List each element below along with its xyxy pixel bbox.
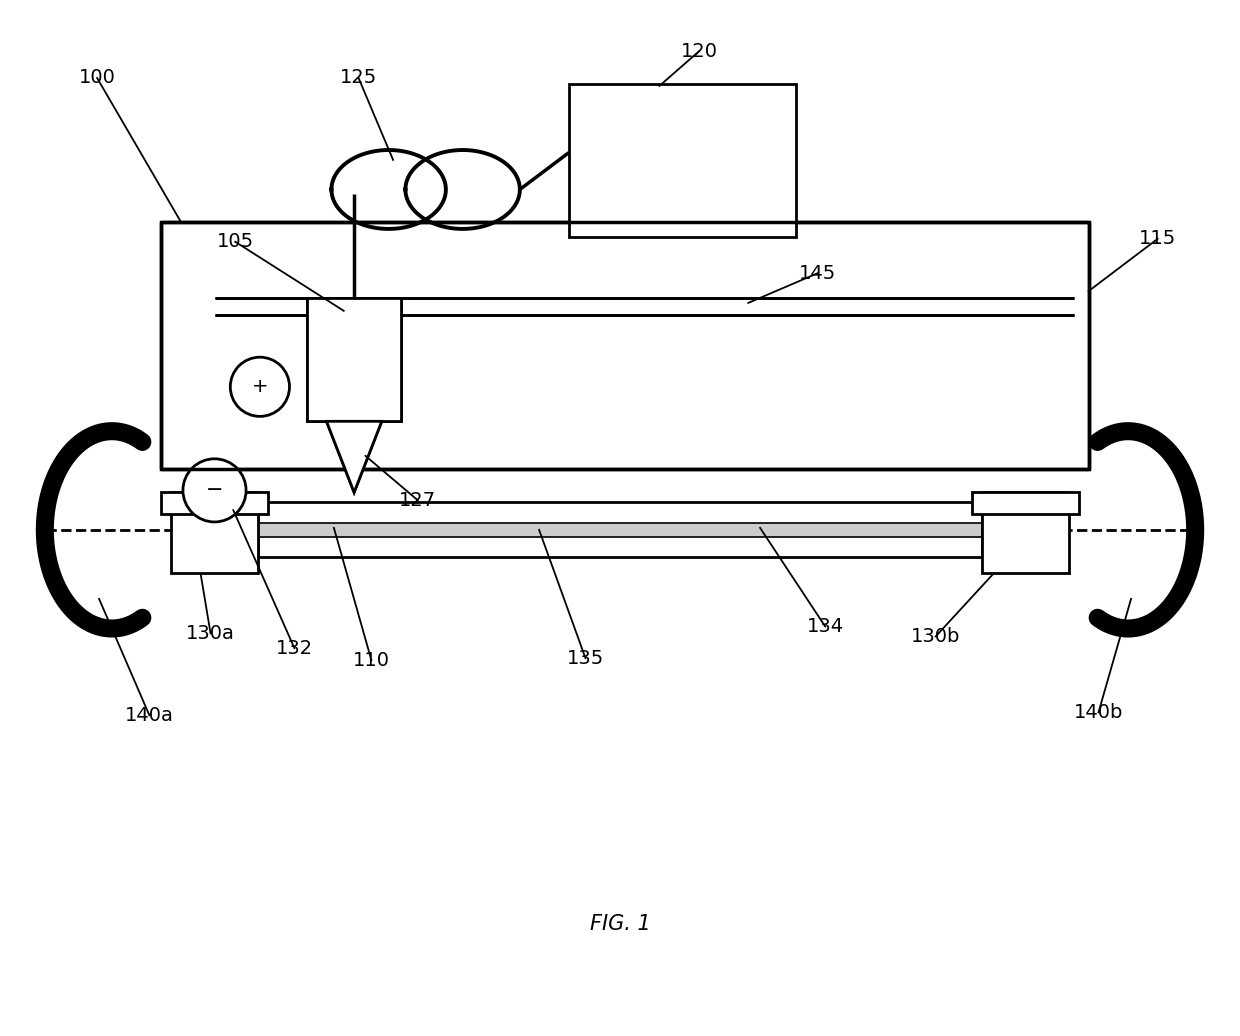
Text: 134: 134 — [807, 617, 843, 636]
FancyBboxPatch shape — [308, 298, 401, 422]
Text: 140a: 140a — [125, 706, 174, 725]
Circle shape — [184, 459, 246, 522]
Circle shape — [231, 357, 289, 416]
Text: FIG. 1: FIG. 1 — [590, 915, 650, 934]
Text: 145: 145 — [799, 264, 836, 283]
Text: 115: 115 — [1140, 229, 1177, 249]
Text: 130b: 130b — [911, 627, 961, 645]
FancyBboxPatch shape — [161, 222, 1089, 468]
Text: 132: 132 — [275, 639, 312, 658]
FancyBboxPatch shape — [258, 502, 982, 557]
Text: 140b: 140b — [1074, 702, 1123, 722]
Polygon shape — [326, 422, 382, 492]
Text: −: − — [206, 481, 223, 500]
FancyBboxPatch shape — [258, 523, 982, 537]
Text: 120: 120 — [681, 41, 718, 61]
FancyBboxPatch shape — [171, 492, 258, 573]
Text: 127: 127 — [399, 491, 436, 510]
Text: 105: 105 — [217, 232, 254, 252]
Text: 100: 100 — [78, 68, 115, 87]
FancyBboxPatch shape — [982, 492, 1069, 573]
Text: 125: 125 — [340, 68, 377, 87]
Text: 130a: 130a — [186, 624, 236, 643]
Text: 110: 110 — [353, 651, 389, 669]
Text: +: + — [252, 377, 268, 397]
FancyBboxPatch shape — [161, 492, 268, 514]
Text: 135: 135 — [567, 649, 604, 667]
Polygon shape — [326, 422, 382, 492]
FancyBboxPatch shape — [972, 492, 1079, 514]
FancyBboxPatch shape — [308, 298, 401, 422]
FancyBboxPatch shape — [569, 84, 796, 237]
